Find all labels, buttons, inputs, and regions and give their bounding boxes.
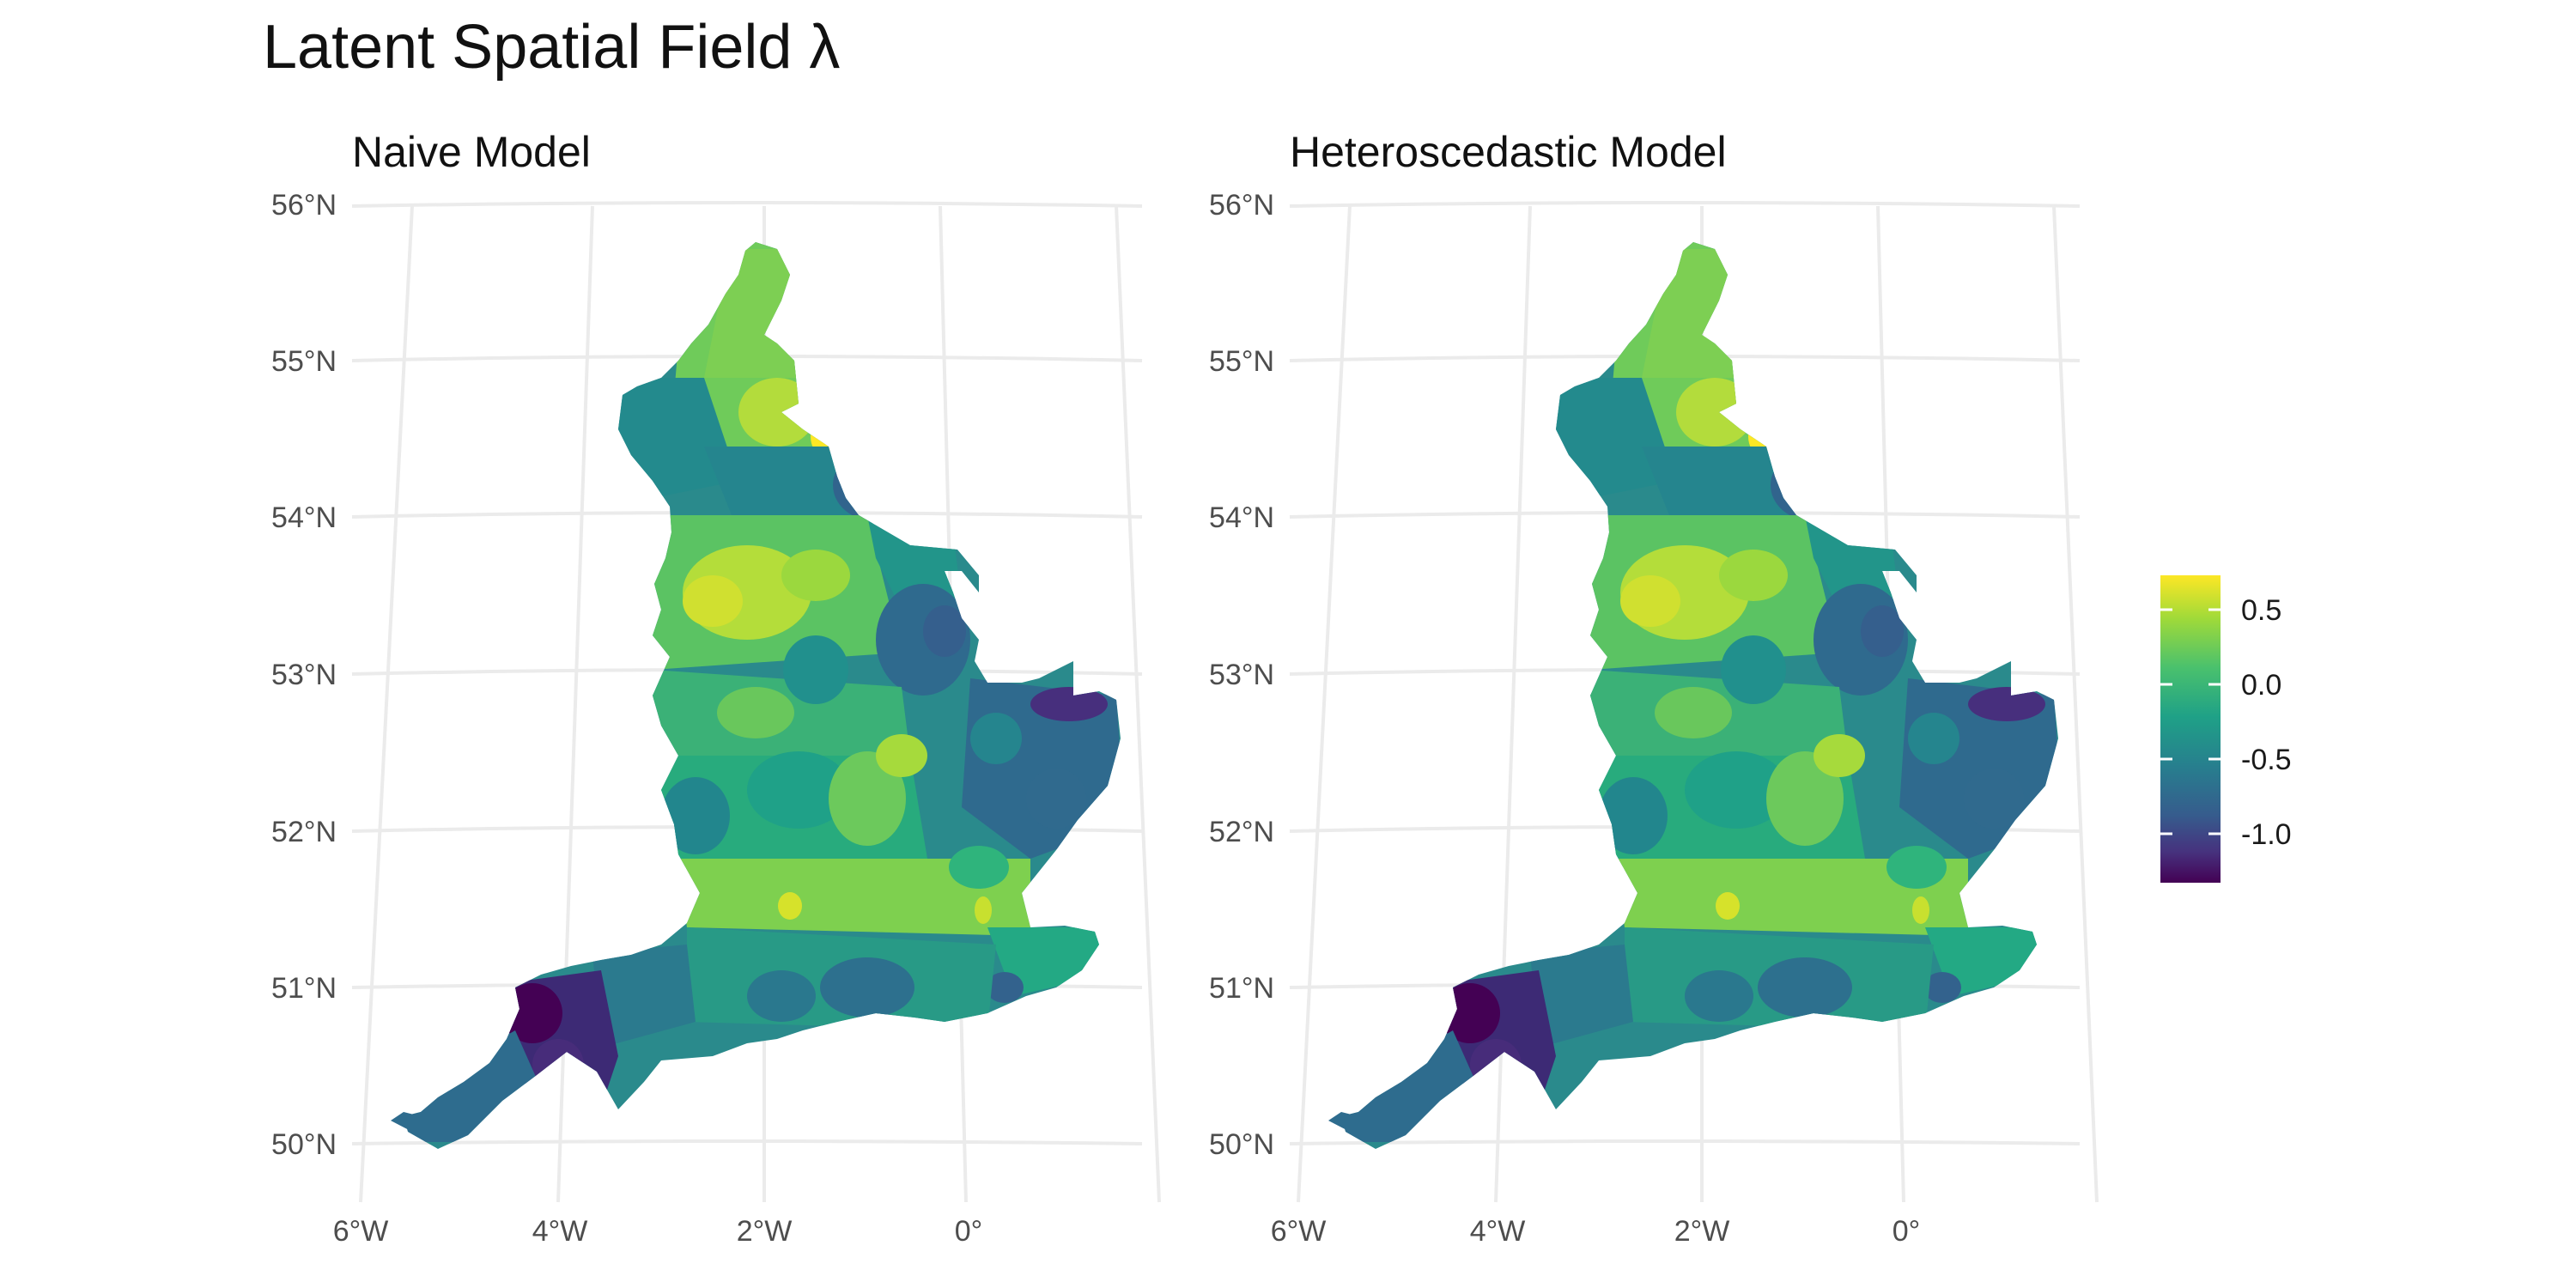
lat-tick-53: 53°N bbox=[1209, 659, 1274, 691]
legend-label-0.0: 0.0 bbox=[2241, 669, 2281, 702]
lon-tick-4w: 4°W bbox=[532, 1215, 588, 1248]
lat-tick-54: 54°N bbox=[1209, 501, 1274, 534]
panel-naive: 56°N 55°N 54°N 53°N 52°N 51°N 50°N 6°W 4… bbox=[271, 189, 1161, 1248]
lon-tick-0: 0° bbox=[955, 1215, 983, 1248]
panel-heteroscedastic: 56°N 55°N 54°N 53°N 52°N 51°N 50°N 6°W 4… bbox=[1209, 189, 2099, 1248]
color-legend: 0.5 0.0 -0.5 -1.0 bbox=[2160, 575, 2292, 883]
lon-tick-0: 0° bbox=[1893, 1215, 1921, 1248]
lon-tick-2w: 2°W bbox=[1674, 1215, 1730, 1248]
lat-tick-50: 50°N bbox=[1209, 1128, 1274, 1161]
lon-tick-6w: 6°W bbox=[333, 1215, 389, 1248]
lat-tick-52: 52°N bbox=[271, 816, 337, 848]
lon-tick-6w: 6°W bbox=[1271, 1215, 1327, 1248]
lat-tick-55: 55°N bbox=[271, 345, 337, 378]
lat-tick-51: 51°N bbox=[1209, 972, 1274, 1005]
lat-axis-heteroscedastic: 56°N 55°N 54°N 53°N 52°N 51°N 50°N bbox=[1209, 189, 1274, 1161]
lat-tick-51: 51°N bbox=[271, 972, 337, 1005]
choropleth-heteroscedastic bbox=[1328, 240, 2063, 1149]
lat-tick-56: 56°N bbox=[271, 189, 337, 222]
panel-title-naive: Naive Model bbox=[352, 128, 591, 176]
legend-label-0.5: 0.5 bbox=[2241, 594, 2281, 627]
lat-tick-53: 53°N bbox=[271, 659, 337, 691]
panel-title-heteroscedastic: Heteroscedastic Model bbox=[1290, 128, 1727, 176]
lat-tick-54: 54°N bbox=[271, 501, 337, 534]
lat-tick-56: 56°N bbox=[1209, 189, 1274, 222]
figure-title: Latent Spatial Field λ bbox=[263, 13, 841, 82]
lat-tick-52: 52°N bbox=[1209, 816, 1274, 848]
lon-axis-heteroscedastic: 6°W 4°W 2°W 0° bbox=[1271, 1215, 1921, 1248]
legend-label-neg1.0: -1.0 bbox=[2241, 818, 2292, 851]
lat-axis-naive: 56°N 55°N 54°N 53°N 52°N 51°N 50°N bbox=[271, 189, 337, 1161]
legend-label-neg0.5: -0.5 bbox=[2241, 744, 2292, 776]
lon-axis-naive: 6°W 4°W 2°W 0° bbox=[333, 1215, 983, 1248]
lat-tick-55: 55°N bbox=[1209, 345, 1274, 378]
lat-tick-50: 50°N bbox=[271, 1128, 337, 1161]
choropleth-naive bbox=[391, 240, 1125, 1149]
lon-tick-4w: 4°W bbox=[1470, 1215, 1526, 1248]
legend-colorbar bbox=[2160, 575, 2221, 883]
lon-tick-2w: 2°W bbox=[737, 1215, 793, 1248]
